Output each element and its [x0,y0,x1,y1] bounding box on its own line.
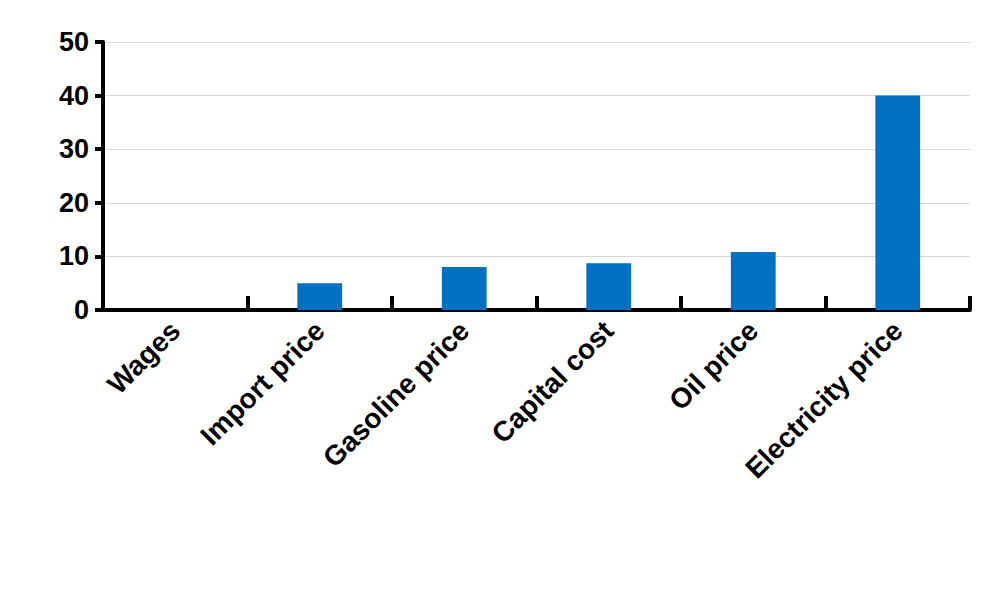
svg-text:Wages: Wages [101,315,186,400]
svg-text:30: 30 [59,134,89,164]
svg-text:10: 10 [59,241,89,271]
svg-text:Gasoline price: Gasoline price [317,315,475,473]
svg-text:50: 50 [59,27,89,57]
svg-text:Import price: Import price [194,315,330,451]
svg-text:0: 0 [74,295,89,325]
svg-text:Electricity price: Electricity price [739,315,908,484]
svg-text:Oil price: Oil price [663,315,764,416]
svg-text:40: 40 [59,81,89,111]
svg-text:Capital cost: Capital cost [486,315,620,449]
svg-text:20: 20 [59,188,89,218]
